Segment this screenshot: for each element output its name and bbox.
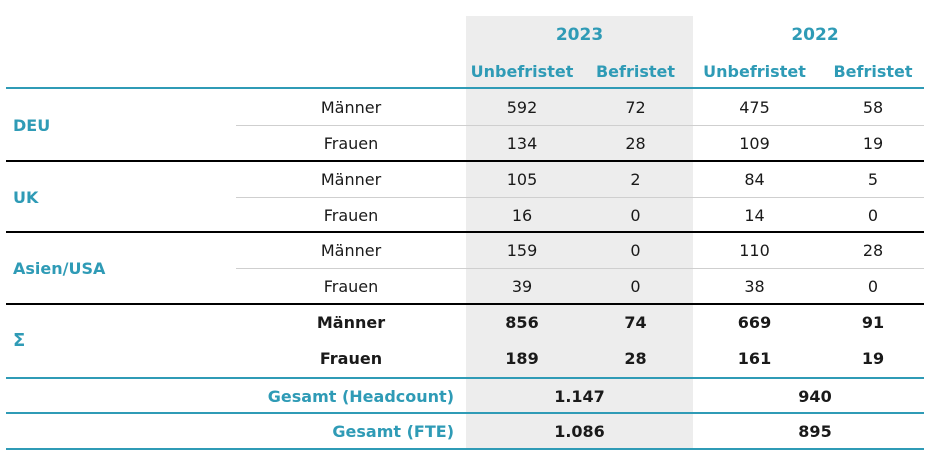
value-cell: 161	[737, 348, 772, 368]
value-cell: 856	[505, 312, 539, 332]
gender-label: Männer	[316, 312, 386, 332]
column-header: Unbefristet	[470, 61, 574, 81]
region-label: DEU	[13, 115, 51, 135]
value-cell: 592	[506, 97, 538, 117]
gender-label: Männer	[320, 169, 382, 189]
value-cell: 189	[505, 348, 539, 368]
row-separator	[236, 268, 924, 269]
total-value: 895	[798, 421, 832, 441]
header-rule	[6, 87, 924, 89]
value-cell: 16	[511, 205, 533, 225]
group-rule	[6, 160, 924, 162]
column-header: Befristet	[595, 61, 676, 81]
value-cell: 19	[862, 133, 884, 153]
value-cell: 28	[624, 348, 647, 368]
total-value: 1.086	[554, 421, 605, 441]
value-cell: 28	[862, 240, 884, 260]
gender-label: Männer	[320, 240, 382, 260]
total-value: 1.147	[554, 386, 605, 406]
value-cell: 74	[624, 312, 647, 332]
value-cell: 28	[625, 133, 646, 153]
row-separator	[236, 197, 924, 198]
value-cell: 19	[861, 348, 885, 368]
gender-label: Frauen	[323, 205, 379, 225]
value-cell: 2	[630, 169, 641, 189]
total-label: Gesamt (FTE)	[332, 421, 454, 441]
total-label: Gesamt (Headcount)	[267, 386, 454, 406]
value-cell: 134	[506, 133, 538, 153]
region-label: UK	[13, 187, 39, 207]
value-cell: 0	[630, 240, 641, 260]
region-label: Σ	[13, 329, 26, 351]
group-rule	[6, 231, 924, 233]
gender-label: Männer	[320, 97, 382, 117]
value-cell: 5	[867, 169, 879, 189]
value-cell: 109	[739, 133, 770, 153]
value-cell: 0	[867, 205, 879, 225]
value-cell: 14	[744, 205, 765, 225]
value-cell: 58	[862, 97, 884, 117]
total-value: 940	[798, 386, 832, 406]
value-cell: 159	[506, 240, 538, 260]
value-cell: 38	[744, 276, 765, 296]
bottom-rule	[6, 448, 924, 450]
column-header: Befristet	[833, 61, 913, 81]
row-separator	[236, 125, 924, 126]
gender-label: Frauen	[319, 348, 383, 368]
value-cell: 72	[625, 97, 646, 117]
year-header: 2022	[791, 25, 839, 45]
value-cell: 39	[511, 276, 533, 296]
value-cell: 0	[630, 205, 641, 225]
value-cell: 110	[739, 240, 770, 260]
value-cell: 91	[861, 312, 885, 332]
value-cell: 105	[506, 169, 538, 189]
value-cell: 475	[739, 97, 770, 117]
value-cell: 669	[737, 312, 772, 332]
group-rule	[6, 303, 924, 305]
gender-label: Frauen	[323, 133, 379, 153]
value-cell: 0	[867, 276, 879, 296]
value-cell: 84	[744, 169, 765, 189]
value-cell: 0	[630, 276, 641, 296]
total-rule	[6, 377, 924, 379]
region-label: Asien/USA	[13, 258, 106, 278]
column-header: Unbefristet	[703, 61, 806, 81]
total-rule	[6, 412, 924, 414]
gender-label: Frauen	[323, 276, 379, 296]
year-header: 2023	[555, 25, 604, 45]
